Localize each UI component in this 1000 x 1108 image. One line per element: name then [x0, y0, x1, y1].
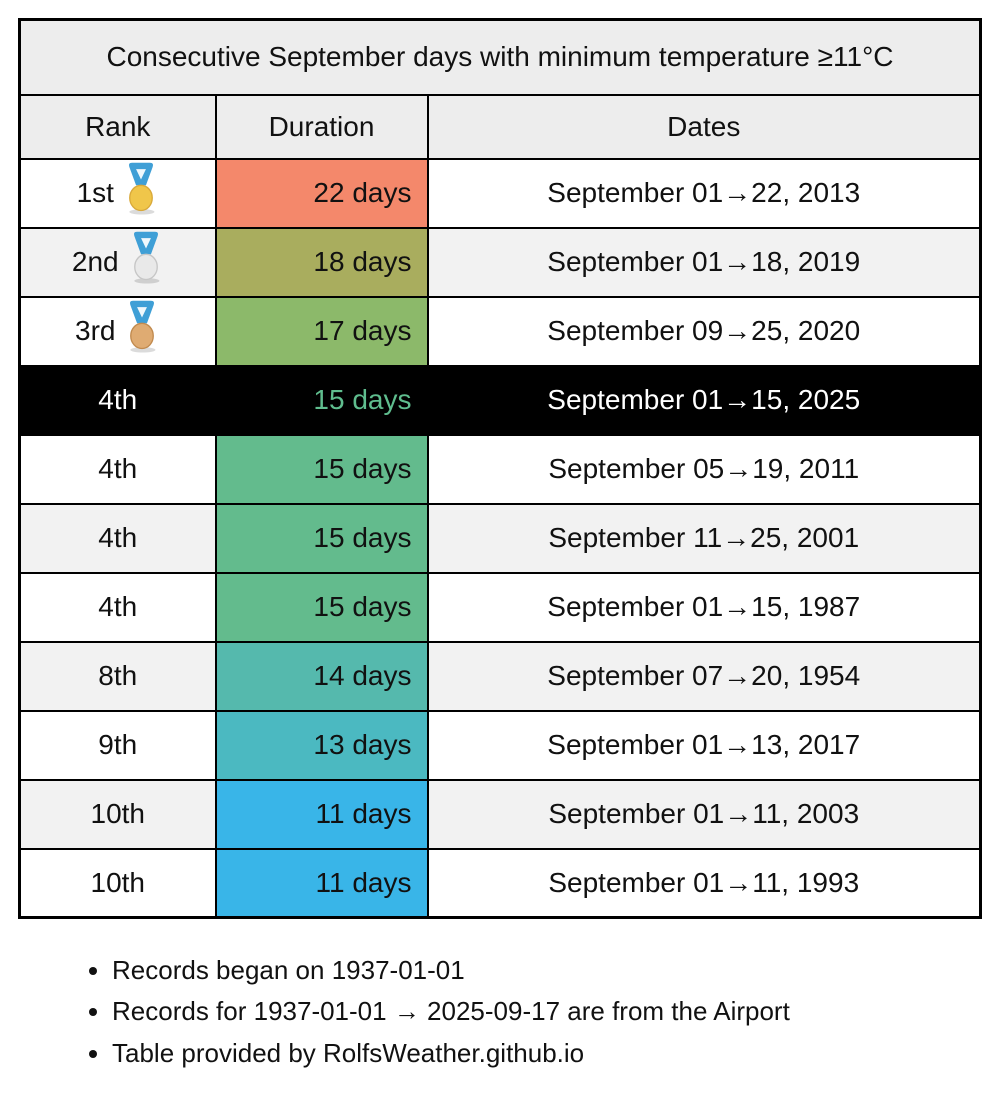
duration-cell: 11 days	[214, 778, 429, 850]
rank-cell: 1st	[18, 157, 217, 229]
bronze-medal-icon	[130, 300, 156, 353]
dates-cell: September 01→11, 1993	[426, 847, 982, 919]
column-header-duration: Duration	[214, 93, 429, 160]
rank-label: 9th	[98, 729, 138, 761]
table-title: Consecutive September days with minimum …	[18, 18, 982, 96]
dates-cell: September 07→20, 1954	[426, 640, 982, 712]
table-row: 4th 15 days September 05→19, 2011	[18, 433, 982, 505]
duration-cell: 22 days	[214, 157, 429, 229]
rank-cell: 4th	[18, 571, 217, 643]
table-row: 4th 15 days September 01→15, 1987	[18, 571, 982, 643]
header-row: Rank Duration Dates	[18, 93, 982, 160]
table-row: 1st 22 days September 01→22, 2013	[18, 157, 982, 229]
footnotes-list: Records began on 1937-01-01 Records for 1…	[18, 953, 982, 1070]
rank-cell: 8th	[18, 640, 217, 712]
column-header-dates: Dates	[426, 93, 982, 160]
rank-cell: 4th	[18, 364, 217, 436]
dates-cell: September 09→25, 2020	[426, 295, 982, 367]
table-row: 10th 11 days September 01→11, 2003	[18, 778, 982, 850]
rank-cell: 9th	[18, 709, 217, 781]
gold-medal-icon	[128, 162, 155, 215]
table-row: 4th 15 days September 11→25, 2001	[18, 502, 982, 574]
dates-cell: September 01→11, 2003	[426, 778, 982, 850]
silver-medal-icon	[133, 231, 160, 284]
rank-label: 10th	[90, 798, 146, 830]
rank-label: 4th	[98, 522, 138, 554]
table-row: 3rd 17 days September 09→25, 2020	[18, 295, 982, 367]
table-row: 2nd 18 days September 01→18, 2019	[18, 226, 982, 298]
duration-cell: 11 days	[214, 847, 429, 919]
duration-cell: 14 days	[214, 640, 429, 712]
dates-cell: September 05→19, 2011	[426, 433, 982, 505]
footnote-item: Records for 1937-01-01 → 2025-09-17 are …	[112, 994, 982, 1028]
rank-cell: 4th	[18, 433, 217, 505]
dates-cell: September 11→25, 2001	[426, 502, 982, 574]
duration-cell: 15 days	[214, 364, 429, 436]
duration-cell: 15 days	[214, 502, 429, 574]
page: Consecutive September days with minimum …	[0, 0, 1000, 1070]
dates-cell: September 01→13, 2017	[426, 709, 982, 781]
rank-cell: 2nd	[18, 226, 217, 298]
rank-label: 4th	[98, 453, 138, 485]
table-row: 9th 13 days September 01→13, 2017	[18, 709, 982, 781]
dates-cell: September 01→22, 2013	[426, 157, 982, 229]
duration-cell: 18 days	[214, 226, 429, 298]
footnote-item: Records began on 1937-01-01	[112, 953, 982, 987]
table-row: 8th 14 days September 07→20, 1954	[18, 640, 982, 712]
rank-label: 8th	[98, 660, 138, 692]
rank-cell: 10th	[18, 778, 217, 850]
footnote-item: Table provided by RolfsWeather.github.io	[112, 1036, 982, 1070]
rank-cell: 10th	[18, 847, 217, 919]
rank-label: 2nd	[71, 246, 119, 278]
rank-cell: 4th	[18, 502, 217, 574]
table-row: 10th 11 days September 01→11, 1993	[18, 847, 982, 919]
duration-cell: 13 days	[214, 709, 429, 781]
dates-cell: September 01→18, 2019	[426, 226, 982, 298]
records-table: Consecutive September days with minimum …	[18, 18, 982, 920]
column-header-rank: Rank	[18, 93, 217, 160]
title-row: Consecutive September days with minimum …	[18, 18, 982, 96]
rank-label: 3rd	[75, 315, 116, 347]
duration-cell: 17 days	[214, 295, 429, 367]
rank-label: 1st	[76, 177, 114, 209]
dates-cell: September 01→15, 2025	[426, 364, 982, 436]
table-row: 4th 15 days September 01→15, 2025	[18, 364, 982, 436]
duration-cell: 15 days	[214, 571, 429, 643]
dates-cell: September 01→15, 1987	[426, 571, 982, 643]
rank-label: 4th	[98, 384, 138, 416]
duration-cell: 15 days	[214, 433, 429, 505]
rank-cell: 3rd	[18, 295, 217, 367]
rank-label: 10th	[90, 866, 146, 898]
rank-label: 4th	[98, 591, 138, 623]
